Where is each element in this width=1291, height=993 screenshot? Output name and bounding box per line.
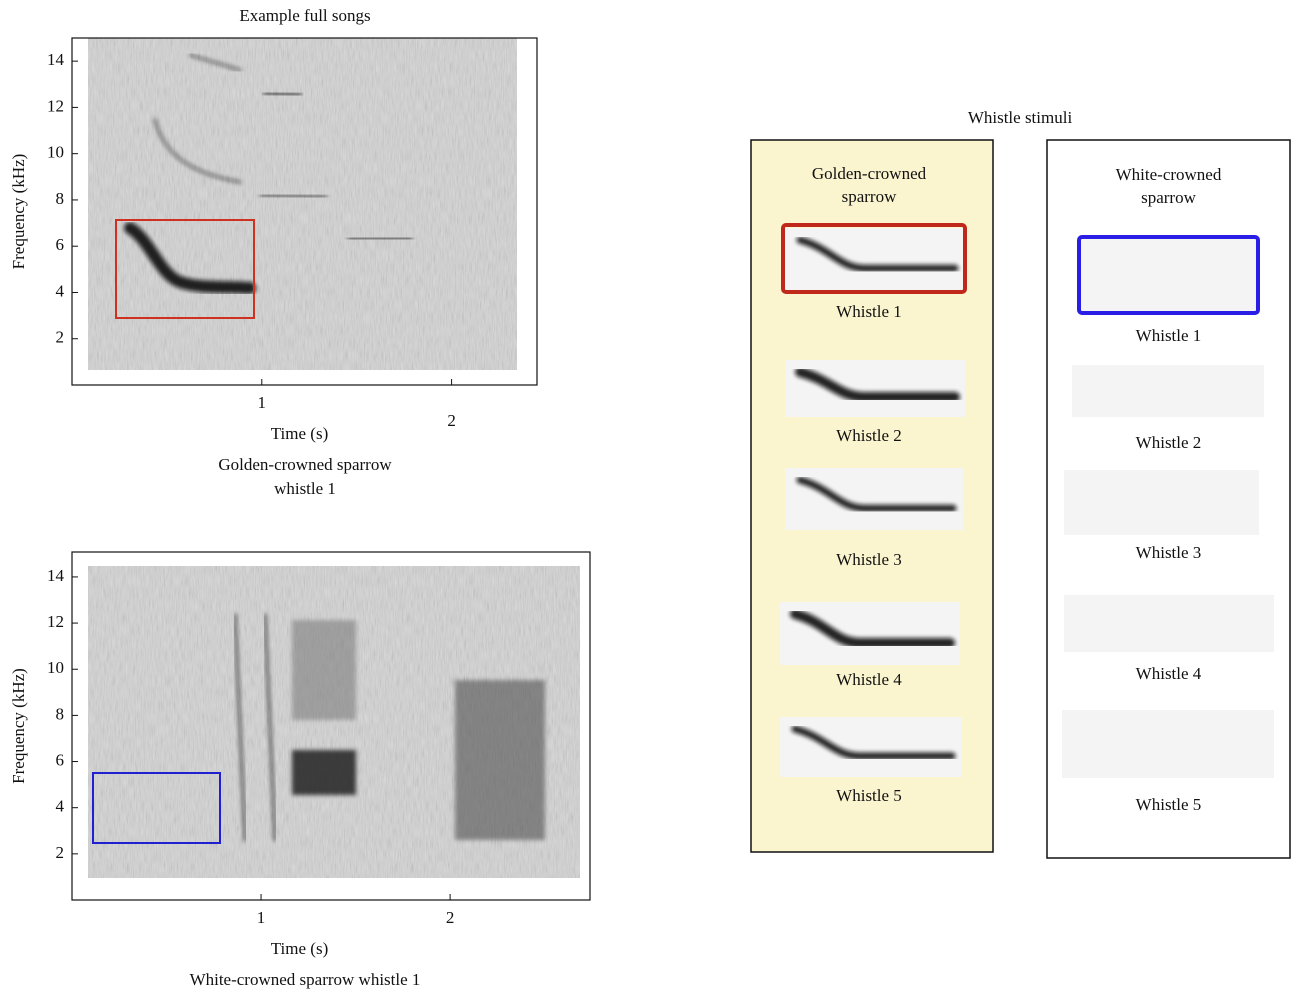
group-name: White-crowned [1116,165,1222,184]
spectrogram-trace [259,192,328,200]
whistle-label: Whistle 5 [1136,795,1202,814]
caption: Golden-crowned sparrow [218,455,392,474]
whistle-label: Whistle 4 [1136,664,1202,683]
y-tick-label: 4 [56,281,65,300]
whistle-image [780,717,962,777]
spectrogram-trace [233,613,247,842]
spectrogram-trace [153,118,242,184]
group-name: sparrow [842,187,897,206]
spectrogram-trace [292,750,356,795]
whistle-image [785,468,963,530]
y-axis-label: Frequency (kHz) [9,668,28,784]
y-tick-label: 12 [47,612,64,631]
x-tick-label: 1 [258,393,267,412]
faint-band [292,620,356,720]
whistle-image [780,602,960,665]
spectrogram-trace [796,476,957,512]
whistle-label: Whistle 3 [1136,543,1202,562]
stimuli-title: Whistle stimuli [968,108,1073,127]
x-axis-label: Time (s) [271,939,328,958]
highlight-box [115,219,255,319]
caption: White-crowned sparrow whistle 1 [190,970,421,989]
y-tick-label: 12 [47,96,64,115]
spectrogram-trace [188,53,242,72]
y-axis-label: Frequency (kHz) [9,154,28,270]
spectrogram-trace [791,725,956,760]
whistle-label: Whistle 1 [836,302,902,321]
whistle-label: Whistle 4 [836,670,902,689]
spectrogram-trace [262,90,303,98]
whistle-label: Whistle 2 [836,426,902,445]
group-name: sparrow [1141,188,1196,207]
spectrogram-trace [124,222,256,294]
x-tick-label: 1 [257,908,266,927]
spectrogram-trace [347,235,413,242]
whistle-label: Whistle 3 [836,550,902,569]
whistle-label: Whistle 1 [1136,326,1202,345]
whistle-label: Whistle 2 [1136,433,1202,452]
spectrogram-trace [795,367,960,403]
y-tick-label: 4 [56,797,65,816]
highlight-box [781,223,967,294]
y-tick-label: 10 [47,658,64,677]
highlight-box [92,772,221,844]
spectrogram-noise [88,38,517,370]
y-tick-label: 14 [47,566,65,585]
y-tick-label: 6 [56,235,65,254]
y-tick-label: 2 [56,843,65,862]
spectrogram-trace [790,609,955,648]
axes-frame [71,551,591,901]
y-tick-label: 2 [56,328,65,347]
title: Example full songs [239,6,370,25]
y-tick-label: 8 [56,704,65,723]
whistle-image [785,228,965,290]
group-name: Golden-crowned [812,164,927,183]
buzz-band [455,680,545,840]
y-tick-label: 10 [47,143,64,162]
spectrogram-trace [263,613,277,842]
highlight-box [1077,235,1260,315]
spectrogram-trace [796,236,959,272]
x-tick-label: 2 [446,908,455,927]
whistle-image [785,360,965,417]
whistle-label: Whistle 5 [836,786,902,805]
x-tick-label: 2 [447,411,456,430]
x-axis-label: Time (s) [271,424,328,443]
y-tick-label: 6 [56,750,65,769]
y-tick-label: 8 [56,189,65,208]
axes-frame [71,37,538,386]
caption: whistle 1 [274,479,336,498]
y-tick-label: 14 [47,50,65,69]
